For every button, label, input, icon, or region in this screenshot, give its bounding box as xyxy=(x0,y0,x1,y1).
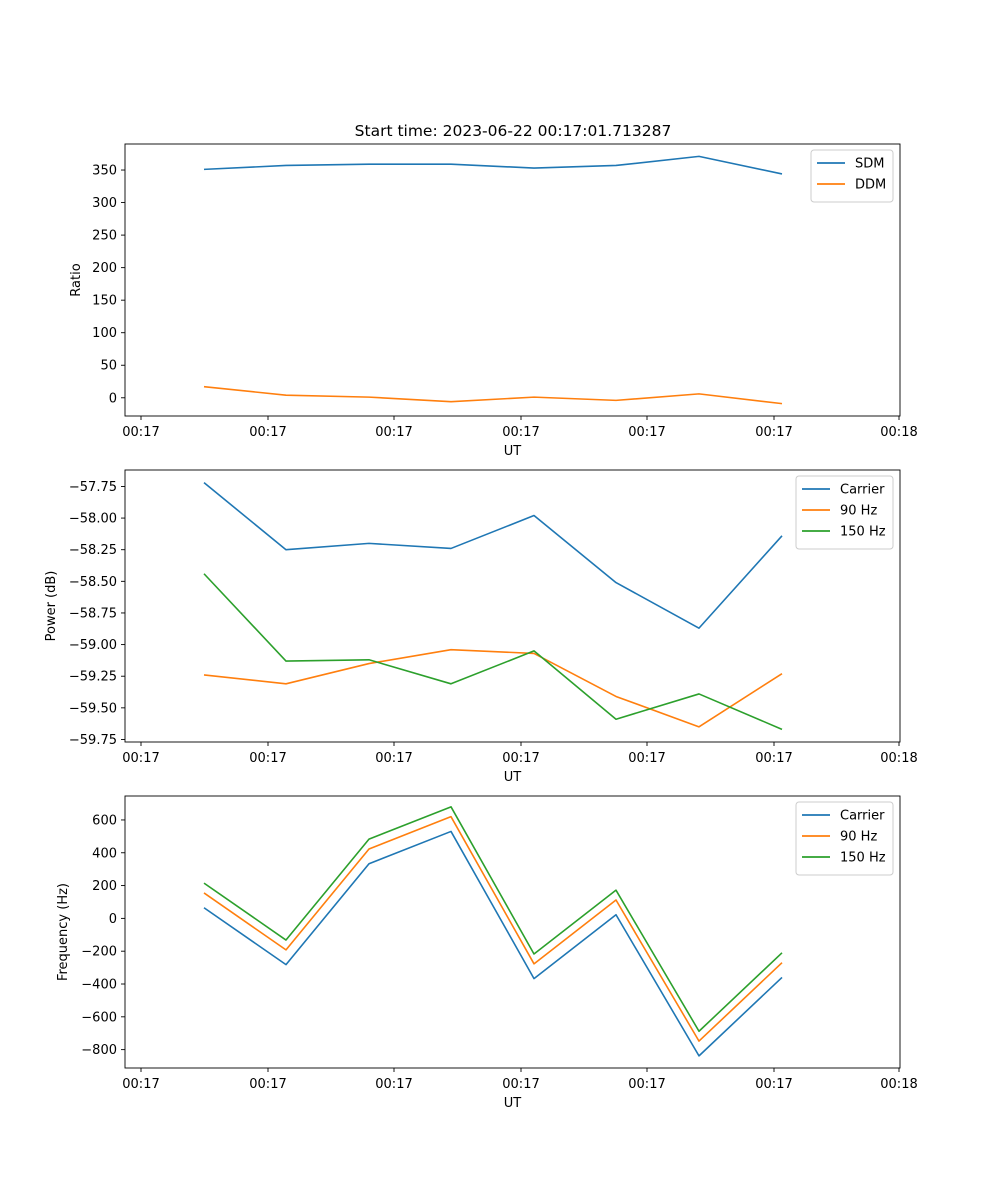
x-tick-label: 00:17 xyxy=(249,425,286,440)
x-tick-label: 00:17 xyxy=(502,425,539,440)
series-line-3 xyxy=(203,573,783,731)
legend-label: Carrier xyxy=(840,809,885,824)
x-tick-label: 00:17 xyxy=(122,751,159,766)
x-tick-label: 00:17 xyxy=(628,751,665,766)
series-line-2 xyxy=(203,648,783,728)
y-axis-label: Frequency (Hz) xyxy=(56,883,71,981)
x-tick-label: 00:17 xyxy=(375,751,412,766)
series-line-3 xyxy=(203,806,783,1033)
y-tick-label: −200 xyxy=(81,945,117,960)
y-tick-label: 200 xyxy=(92,261,117,276)
x-tick-label: 00:17 xyxy=(502,751,539,766)
x-tick-label: 00:17 xyxy=(755,425,792,440)
x-tick-label: 00:18 xyxy=(880,425,917,440)
axes-frame xyxy=(124,143,901,417)
legend: Carrier 90 Hz 150 Hz xyxy=(795,801,894,876)
x-axis-label: UT xyxy=(504,444,522,459)
series-line-1 xyxy=(203,155,783,175)
series-line-2 xyxy=(203,815,783,1042)
figure-title: Start time: 2023-06-22 00:17:01.713287 xyxy=(355,122,672,140)
x-tick-label: 00:17 xyxy=(375,1077,412,1092)
x-tick-label: 00:17 xyxy=(375,425,412,440)
y-tick-label: 600 xyxy=(92,813,117,828)
legend-label: 150 Hz xyxy=(840,851,886,866)
x-axis-label: UT xyxy=(504,770,522,785)
legend-label: Carrier xyxy=(840,483,885,498)
x-tick-label: 00:17 xyxy=(249,1077,286,1092)
y-axis-label: Power (dB) xyxy=(44,571,59,642)
y-tick-label: −58.25 xyxy=(69,543,117,558)
series-line-1 xyxy=(203,482,783,629)
y-tick-label: −800 xyxy=(81,1043,117,1058)
legend-label: 90 Hz xyxy=(840,504,877,519)
y-tick-label: −58.75 xyxy=(69,606,117,621)
x-axis-label: UT xyxy=(504,1096,522,1111)
chart-panel-2: 00:17 00:17 00:17 00:17 00:17 00:17 00:18 −57.7… xyxy=(44,469,918,785)
y-tick-label: 0 xyxy=(109,912,117,927)
chart-panels: 00:17 00:17 00:17 00:17 00:17 00:17 00:18 0 50 10… xyxy=(44,143,918,1111)
x-tick-label: 00:17 xyxy=(122,425,159,440)
chart-panel-3: 00:17 00:17 00:17 00:17 00:17 00:17 00:18 −800 −… xyxy=(56,795,918,1111)
series-line-2 xyxy=(203,385,783,405)
y-tick-label: −59.75 xyxy=(69,733,117,748)
x-tick-label: 00:17 xyxy=(502,1077,539,1092)
legend: Carrier 90 Hz 150 Hz xyxy=(795,475,894,550)
y-tick-label: 300 xyxy=(92,196,117,211)
x-tick-label: 00:17 xyxy=(249,751,286,766)
y-tick-label: 50 xyxy=(100,359,117,374)
chart-panel-1: 00:17 00:17 00:17 00:17 00:17 00:17 00:18 0 50 10… xyxy=(69,143,918,459)
legend-label: 90 Hz xyxy=(840,830,877,845)
y-tick-label: −57.75 xyxy=(69,480,117,495)
axes-frame xyxy=(124,469,901,743)
legend-label: DDM xyxy=(855,178,886,193)
y-tick-label: 200 xyxy=(92,879,117,894)
x-tick-label: 00:18 xyxy=(880,751,917,766)
y-tick-label: 350 xyxy=(92,164,117,179)
y-tick-label: −600 xyxy=(81,1010,117,1025)
y-tick-label: 0 xyxy=(109,391,117,406)
series-line-1 xyxy=(203,830,783,1057)
x-tick-label: 00:18 xyxy=(880,1077,917,1092)
y-tick-label: −59.25 xyxy=(69,670,117,685)
y-tick-label: −59.00 xyxy=(69,638,117,653)
legend-label: 150 Hz xyxy=(840,525,886,540)
y-tick-label: −400 xyxy=(81,978,117,993)
y-tick-label: 400 xyxy=(92,846,117,861)
legend: SDM DDM xyxy=(810,149,894,203)
y-tick-label: −58.00 xyxy=(69,512,117,527)
y-tick-label: 150 xyxy=(92,294,117,309)
legend-label: SDM xyxy=(855,157,884,172)
y-axis-label: Ratio xyxy=(69,263,84,296)
x-tick-label: 00:17 xyxy=(628,1077,665,1092)
y-tick-label: −59.50 xyxy=(69,701,117,716)
y-tick-label: 250 xyxy=(92,229,117,244)
x-tick-label: 00:17 xyxy=(755,1077,792,1092)
y-tick-label: −58.50 xyxy=(69,575,117,590)
x-tick-label: 00:17 xyxy=(122,1077,159,1092)
x-tick-label: 00:17 xyxy=(755,751,792,766)
axes-frame xyxy=(124,795,901,1069)
y-tick-label: 100 xyxy=(92,326,117,341)
x-tick-label: 00:17 xyxy=(628,425,665,440)
